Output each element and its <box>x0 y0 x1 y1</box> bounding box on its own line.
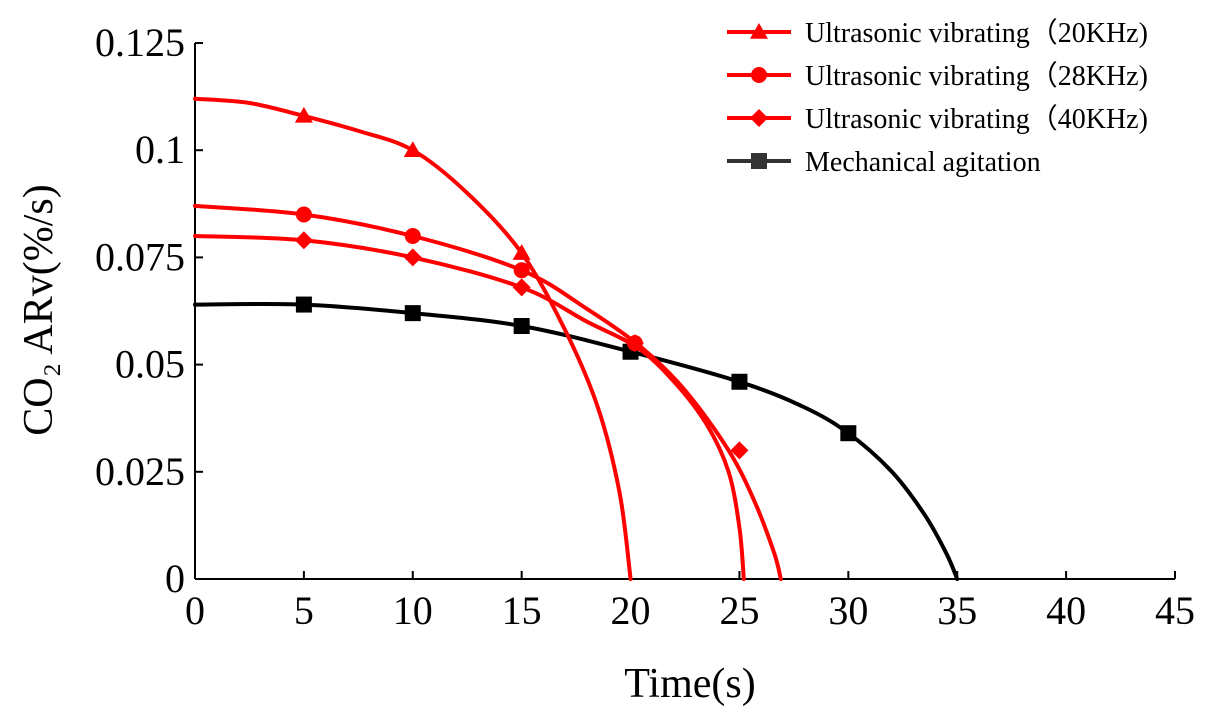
data-point <box>513 262 530 279</box>
x-tick-label: 40 <box>1046 588 1086 633</box>
y-ticks: 0 0.025 0.05 0.075 0.1 0.125 <box>95 20 203 601</box>
y-tick-label: 0.1 <box>135 127 185 172</box>
y-tick-label: 0.075 <box>95 234 185 279</box>
x-tick-label: 15 <box>502 588 542 633</box>
legend: Ultrasonic vibrating（20KHz) Ultrasonic vi… <box>727 17 1148 178</box>
data-point <box>294 106 313 123</box>
legend-label: Ultrasonic vibrating（28KHz) <box>805 60 1148 92</box>
axes <box>194 43 1175 580</box>
data-point <box>403 248 422 267</box>
legend-item: Ultrasonic vibrating（20KHz) <box>727 17 1148 49</box>
legend-marker <box>751 67 767 83</box>
series-line <box>193 96 633 581</box>
x-tick-label: 30 <box>828 588 868 633</box>
x-ticks: 0 5 10 15 20 25 30 35 40 45 <box>185 571 1195 633</box>
x-tick-label: 45 <box>1155 588 1195 633</box>
x-tick-label: 10 <box>393 588 433 633</box>
data-point <box>626 335 643 352</box>
y-tick-label: 0.05 <box>115 342 185 387</box>
data-point <box>840 425 857 442</box>
series-layer <box>193 96 960 581</box>
data-point <box>404 305 421 322</box>
data-point <box>513 318 530 335</box>
y-tick-label: 0.125 <box>95 20 185 65</box>
data-point <box>294 231 313 250</box>
series-1 <box>193 203 783 581</box>
series-3 <box>193 296 960 581</box>
x-axis-title: Time(s) <box>624 661 755 707</box>
x-tick-label: 20 <box>611 588 651 633</box>
x-tick-label: 0 <box>185 588 205 633</box>
data-point <box>295 206 312 223</box>
series-line <box>193 301 960 581</box>
x-tick-label: 35 <box>937 588 977 633</box>
data-point <box>512 244 531 260</box>
data-point <box>512 278 531 297</box>
data-point <box>403 141 422 157</box>
legend-marker <box>750 23 768 39</box>
legend-label: Ultrasonic vibrating（20KHz) <box>805 17 1148 49</box>
data-point <box>295 296 312 313</box>
legend-label: Mechanical agitation <box>805 147 1041 178</box>
y-tick-label: 0.025 <box>95 449 185 494</box>
data-point <box>730 441 749 460</box>
series-0 <box>193 96 633 581</box>
x-tick-label: 5 <box>294 588 314 633</box>
legend-marker <box>751 153 767 169</box>
data-point <box>731 373 748 390</box>
x-tick-label: 25 <box>719 588 759 633</box>
legend-item: Ultrasonic vibrating（40KHz) <box>727 103 1148 135</box>
legend-marker <box>750 109 768 127</box>
legend-item: Mechanical agitation <box>727 147 1041 178</box>
legend-label: Ultrasonic vibrating（40KHz) <box>805 103 1148 135</box>
series-line <box>193 203 783 581</box>
data-point <box>404 227 421 244</box>
series-line <box>193 234 746 581</box>
y-tick-label: 0 <box>165 556 185 601</box>
legend-item: Ultrasonic vibrating（28KHz) <box>727 60 1148 92</box>
series-2 <box>193 231 749 581</box>
y-axis-title: CO₂ ARv(%/s) <box>16 184 62 436</box>
